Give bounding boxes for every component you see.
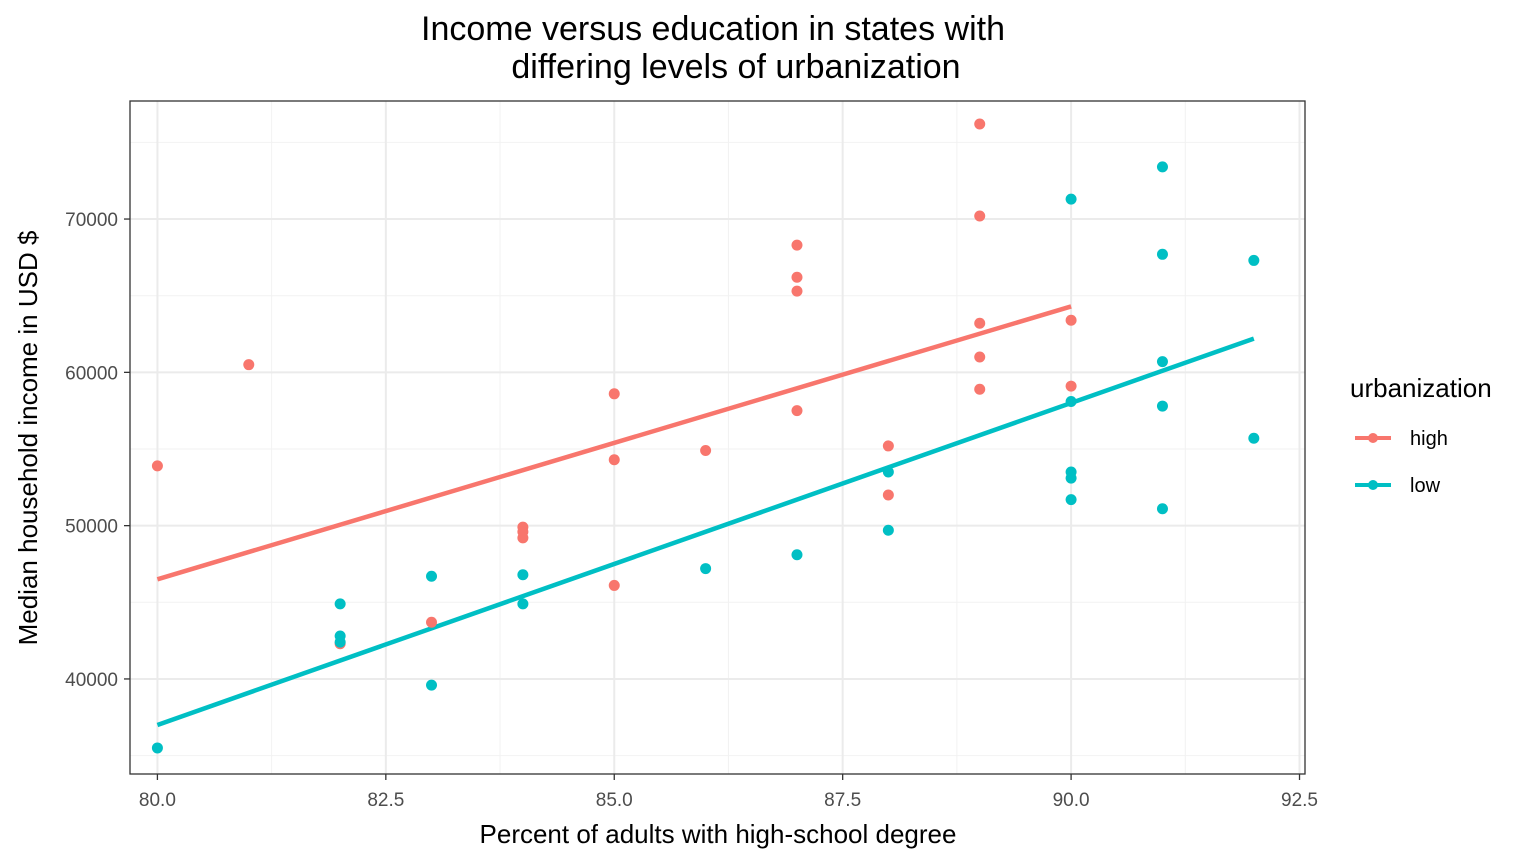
legend-item-high: high <box>1355 428 1448 450</box>
point-high <box>882 440 894 452</box>
point-high <box>974 317 986 329</box>
point-low <box>426 679 438 691</box>
chart-title-line-2: differing levels of urbanization <box>511 48 960 86</box>
point-low <box>1065 395 1077 407</box>
x-tick-label: 92.5 <box>1281 790 1318 811</box>
point-high <box>791 271 803 283</box>
plot-panel <box>129 100 1306 775</box>
data-points <box>151 118 1260 754</box>
x-tick-label: 90.0 <box>1053 790 1090 811</box>
legend-item-low: low <box>1355 475 1441 497</box>
major-gridlines <box>130 101 1305 774</box>
point-low <box>334 636 346 648</box>
y-tick-label: 40000 <box>65 670 118 691</box>
legend-title: urbanization <box>1350 373 1492 403</box>
point-high <box>974 383 986 395</box>
panel-background <box>130 101 1305 774</box>
point-high <box>1065 380 1077 392</box>
point-low <box>517 569 529 581</box>
minor-gridlines <box>130 101 1305 774</box>
point-low <box>1248 432 1260 444</box>
point-high <box>791 405 803 417</box>
point-low <box>882 524 894 536</box>
point-high <box>882 489 894 501</box>
point-high <box>608 579 620 591</box>
legend-key-dot-high <box>1368 433 1378 443</box>
point-low <box>1065 472 1077 484</box>
point-high <box>974 210 986 222</box>
point-low <box>1156 503 1168 515</box>
x-tick-label: 80.0 <box>139 790 176 811</box>
legend-key-dot-low <box>1368 480 1378 490</box>
point-low <box>334 598 346 610</box>
point-high <box>974 351 986 363</box>
point-high <box>517 532 529 544</box>
y-axis: 40000 50000 60000 70000 <box>65 210 130 691</box>
y-tick-label: 60000 <box>65 363 118 384</box>
legend-label-low: low <box>1410 475 1441 497</box>
legend-label-high: high <box>1410 428 1448 450</box>
legend: urbanization high low <box>1350 373 1492 497</box>
point-low <box>1248 254 1260 266</box>
point-low <box>791 549 803 561</box>
y-axis-title: Median household income in USD $ <box>13 230 43 645</box>
point-low <box>1065 494 1077 506</box>
point-high <box>608 388 620 400</box>
point-low <box>151 742 163 754</box>
point-high <box>974 118 986 130</box>
point-high <box>243 359 255 371</box>
point-low <box>426 570 438 582</box>
point-high <box>1065 314 1077 326</box>
point-low <box>1065 193 1077 205</box>
trend-line-high <box>156 304 1072 582</box>
point-low <box>517 598 529 610</box>
point-high <box>791 285 803 297</box>
point-low <box>1156 161 1168 173</box>
x-axis: 80.0 82.5 85.0 87.5 90.0 92.5 <box>139 774 1318 811</box>
point-high <box>700 445 712 457</box>
point-low <box>1156 248 1168 260</box>
chart-title-line-1: Income versus education in states with <box>421 10 1005 48</box>
point-low <box>882 466 894 478</box>
y-tick-label: 70000 <box>65 210 118 231</box>
point-high <box>151 460 163 472</box>
x-axis-title: Percent of adults with high-school degre… <box>480 819 957 849</box>
y-tick-label: 50000 <box>65 517 118 538</box>
x-tick-label: 87.5 <box>824 790 861 811</box>
x-tick-label: 85.0 <box>596 790 633 811</box>
x-tick-label: 82.5 <box>367 790 404 811</box>
panel-border <box>129 100 1306 775</box>
point-high <box>791 239 803 251</box>
point-low <box>1156 356 1168 368</box>
point-low <box>1156 400 1168 412</box>
point-high <box>426 616 438 628</box>
point-high <box>608 454 620 466</box>
point-low <box>700 563 712 575</box>
